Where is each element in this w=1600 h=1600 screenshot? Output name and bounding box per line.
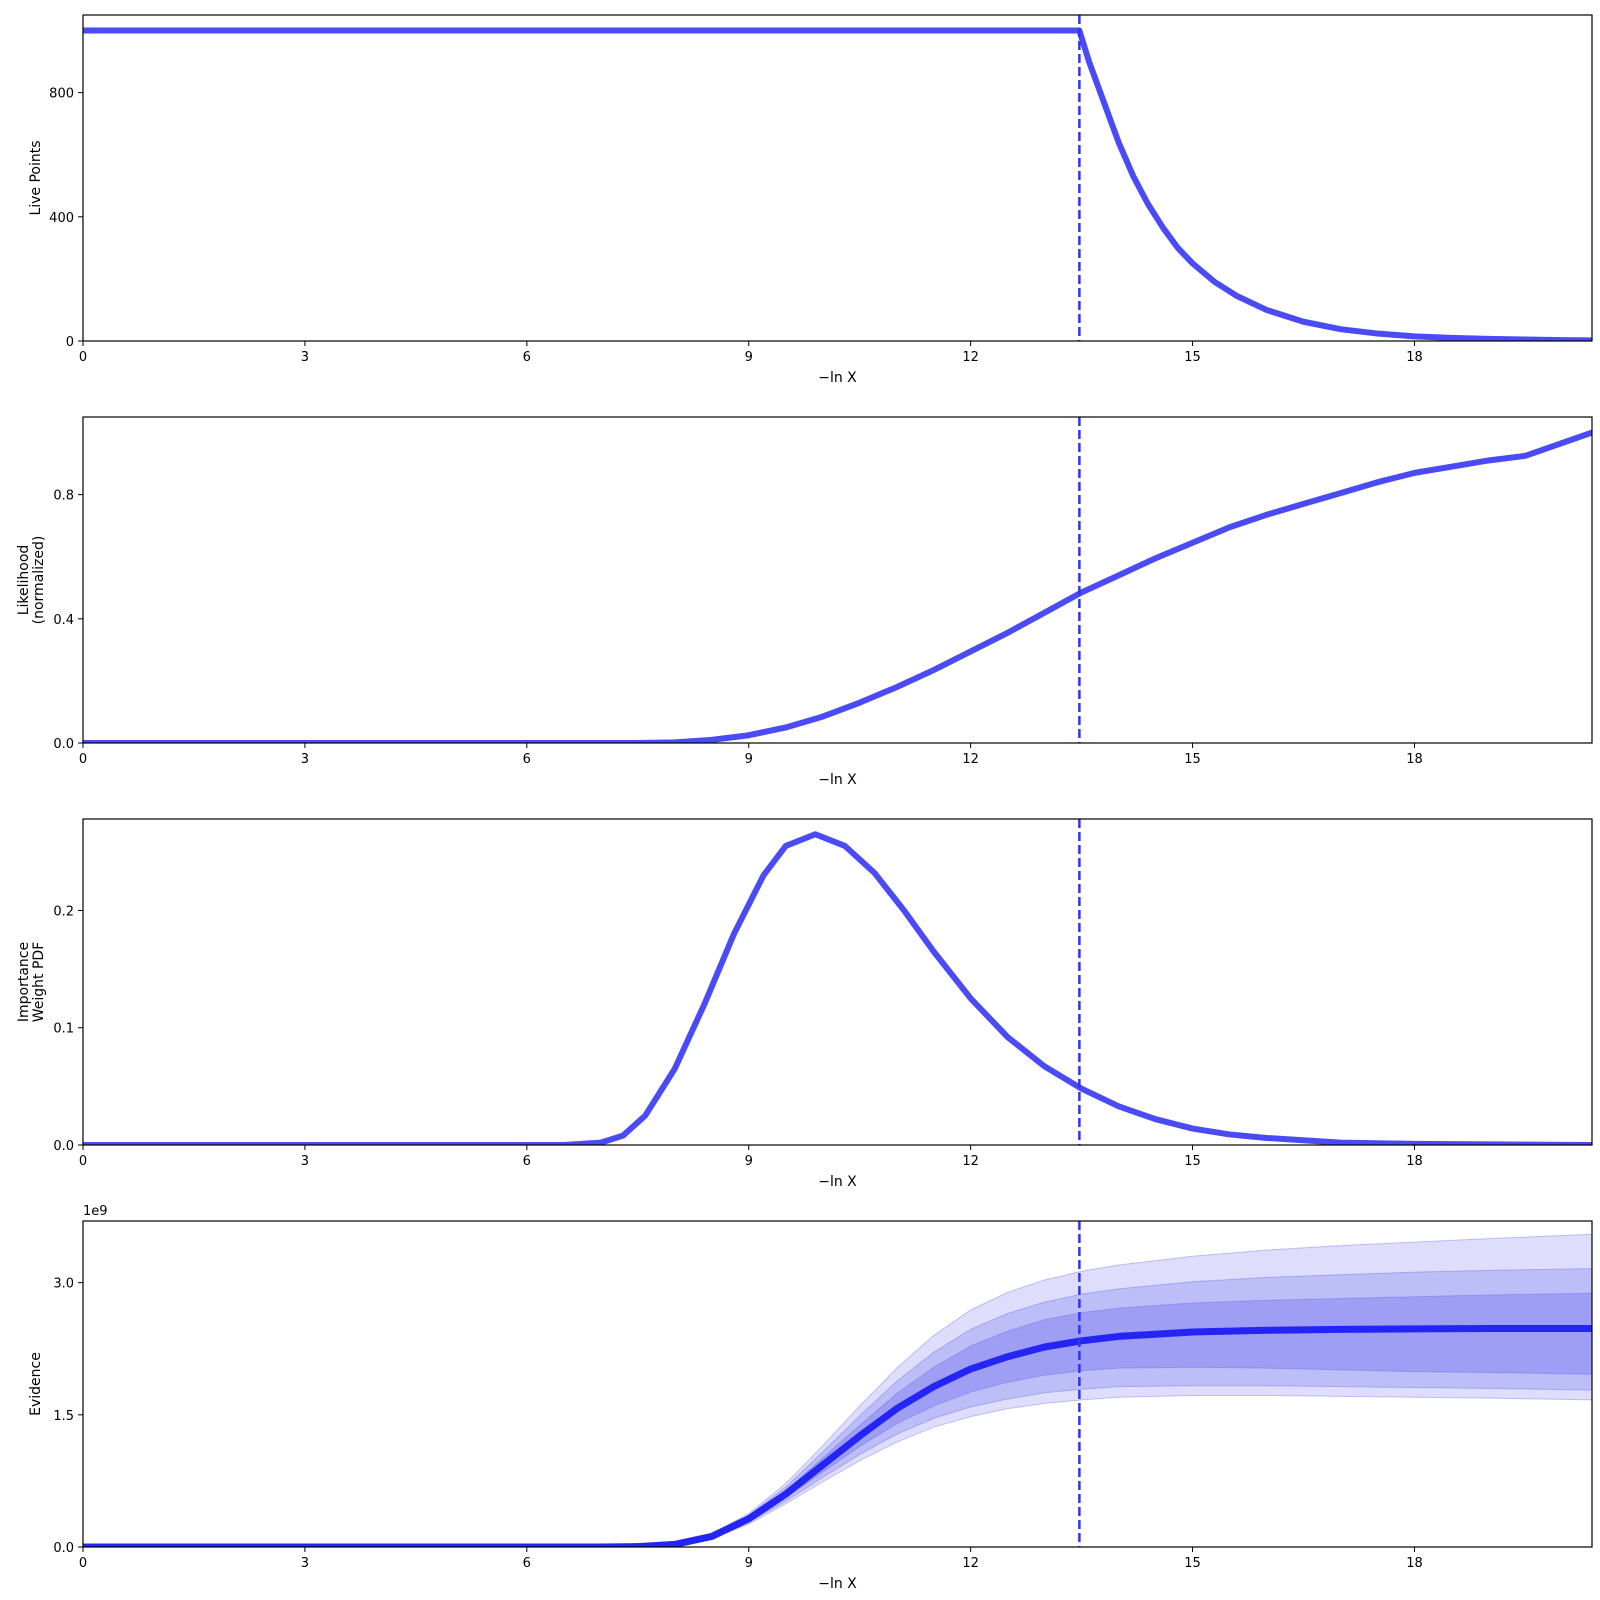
- x-tick-label: 6: [523, 350, 531, 365]
- x-tick-label: 0: [79, 752, 87, 767]
- y-tick-label: 0.2: [53, 904, 74, 919]
- x-tick-label: 9: [745, 350, 753, 365]
- x-tick-label: 12: [962, 752, 979, 767]
- y-tick-label: 0.4: [53, 613, 74, 628]
- x-tick-label: 0: [79, 1556, 87, 1571]
- x-tick-label: 15: [1184, 1556, 1201, 1571]
- x-tick-label: 18: [1406, 1556, 1423, 1571]
- y-tick-label: 0.8: [53, 489, 74, 504]
- x-tick-label: 12: [962, 1556, 979, 1571]
- axes-frame: [82, 818, 1593, 1146]
- uncertainty-band-2: [83, 1268, 1592, 1547]
- plot-area: [83, 1233, 1592, 1547]
- x-tick-label: 9: [745, 1556, 753, 1571]
- x-tick-label: 6: [523, 752, 531, 767]
- y-tick-label: 800: [49, 87, 74, 102]
- x-tick-label: 15: [1184, 350, 1201, 365]
- x-tick-label: 9: [745, 1154, 753, 1169]
- axes-frame: [82, 1220, 1593, 1548]
- y-tick-label: 0.0: [53, 737, 74, 752]
- x-axis-label: −ln X: [818, 370, 857, 386]
- y-axis-label: Importance: [16, 942, 32, 1022]
- series-line-1: [83, 429, 1592, 743]
- y-axis-label: Weight PDF: [31, 942, 47, 1023]
- x-tick-label: 6: [523, 1154, 531, 1169]
- axes-frame: [82, 14, 1593, 342]
- x-tick-label: 0: [79, 1154, 87, 1169]
- x-tick-label: 12: [962, 1154, 979, 1169]
- uncertainty-band-1: [83, 1292, 1592, 1547]
- y-offset-label: 1e9: [83, 1204, 108, 1219]
- x-tick-label: 3: [301, 350, 309, 365]
- plot-area: [83, 429, 1592, 743]
- panel-4: 0 3 6 9 12 15 18 0.0 1.5 3.0 −ln X Evidence 1e9: [28, 1204, 1593, 1592]
- x-tick-label: 0: [79, 350, 87, 365]
- series-line-1: [83, 1324, 1592, 1547]
- x-axis-label: −ln X: [818, 1576, 857, 1592]
- series-line-1: [83, 27, 1592, 341]
- x-axis-label: −ln X: [818, 1174, 857, 1190]
- uncertainty-band-3: [83, 1233, 1592, 1547]
- x-tick-label: 6: [523, 1556, 531, 1571]
- panel-1: 0 3 6 9 12 15 18 0 400 800 −ln X Live Points: [28, 14, 1593, 386]
- axes-frame: [82, 416, 1593, 744]
- x-tick-label: 18: [1406, 752, 1423, 767]
- y-tick-label: 0.0: [53, 1541, 74, 1556]
- plot-area: [83, 27, 1592, 341]
- x-tick-label: 15: [1184, 752, 1201, 767]
- panel-3: 0 3 6 9 12 15 18 0.0 0.1 0.2 −ln X Importance Weight…: [16, 818, 1593, 1190]
- y-tick-label: 0: [66, 335, 74, 350]
- x-axis-label: −ln X: [818, 772, 857, 788]
- x-tick-label: 18: [1406, 1154, 1423, 1169]
- x-tick-label: 3: [301, 1154, 309, 1169]
- y-tick-label: 0.0: [53, 1139, 74, 1154]
- plot-area: [83, 831, 1592, 1145]
- series-line-1: [83, 831, 1592, 1145]
- y-tick-label: 0.1: [53, 1022, 74, 1037]
- x-tick-label: 3: [301, 752, 309, 767]
- y-axis-label: (normalized): [31, 536, 47, 625]
- y-tick-label: 400: [49, 211, 74, 226]
- x-tick-label: 3: [301, 1556, 309, 1571]
- y-axis-label: Live Points: [28, 140, 44, 215]
- y-tick-label: 1.5: [53, 1409, 74, 1424]
- y-axis-label: Likelihood: [16, 545, 32, 616]
- x-tick-label: 12: [962, 350, 979, 365]
- y-tick-label: 3.0: [53, 1277, 74, 1292]
- panel-2: 0 3 6 9 12 15 18 0.0 0.4 0.8 −ln X Likelihood (norma…: [16, 416, 1593, 788]
- x-tick-label: 15: [1184, 1154, 1201, 1169]
- x-tick-label: 18: [1406, 350, 1423, 365]
- y-axis-label: Evidence: [28, 1352, 44, 1416]
- x-tick-label: 9: [745, 752, 753, 767]
